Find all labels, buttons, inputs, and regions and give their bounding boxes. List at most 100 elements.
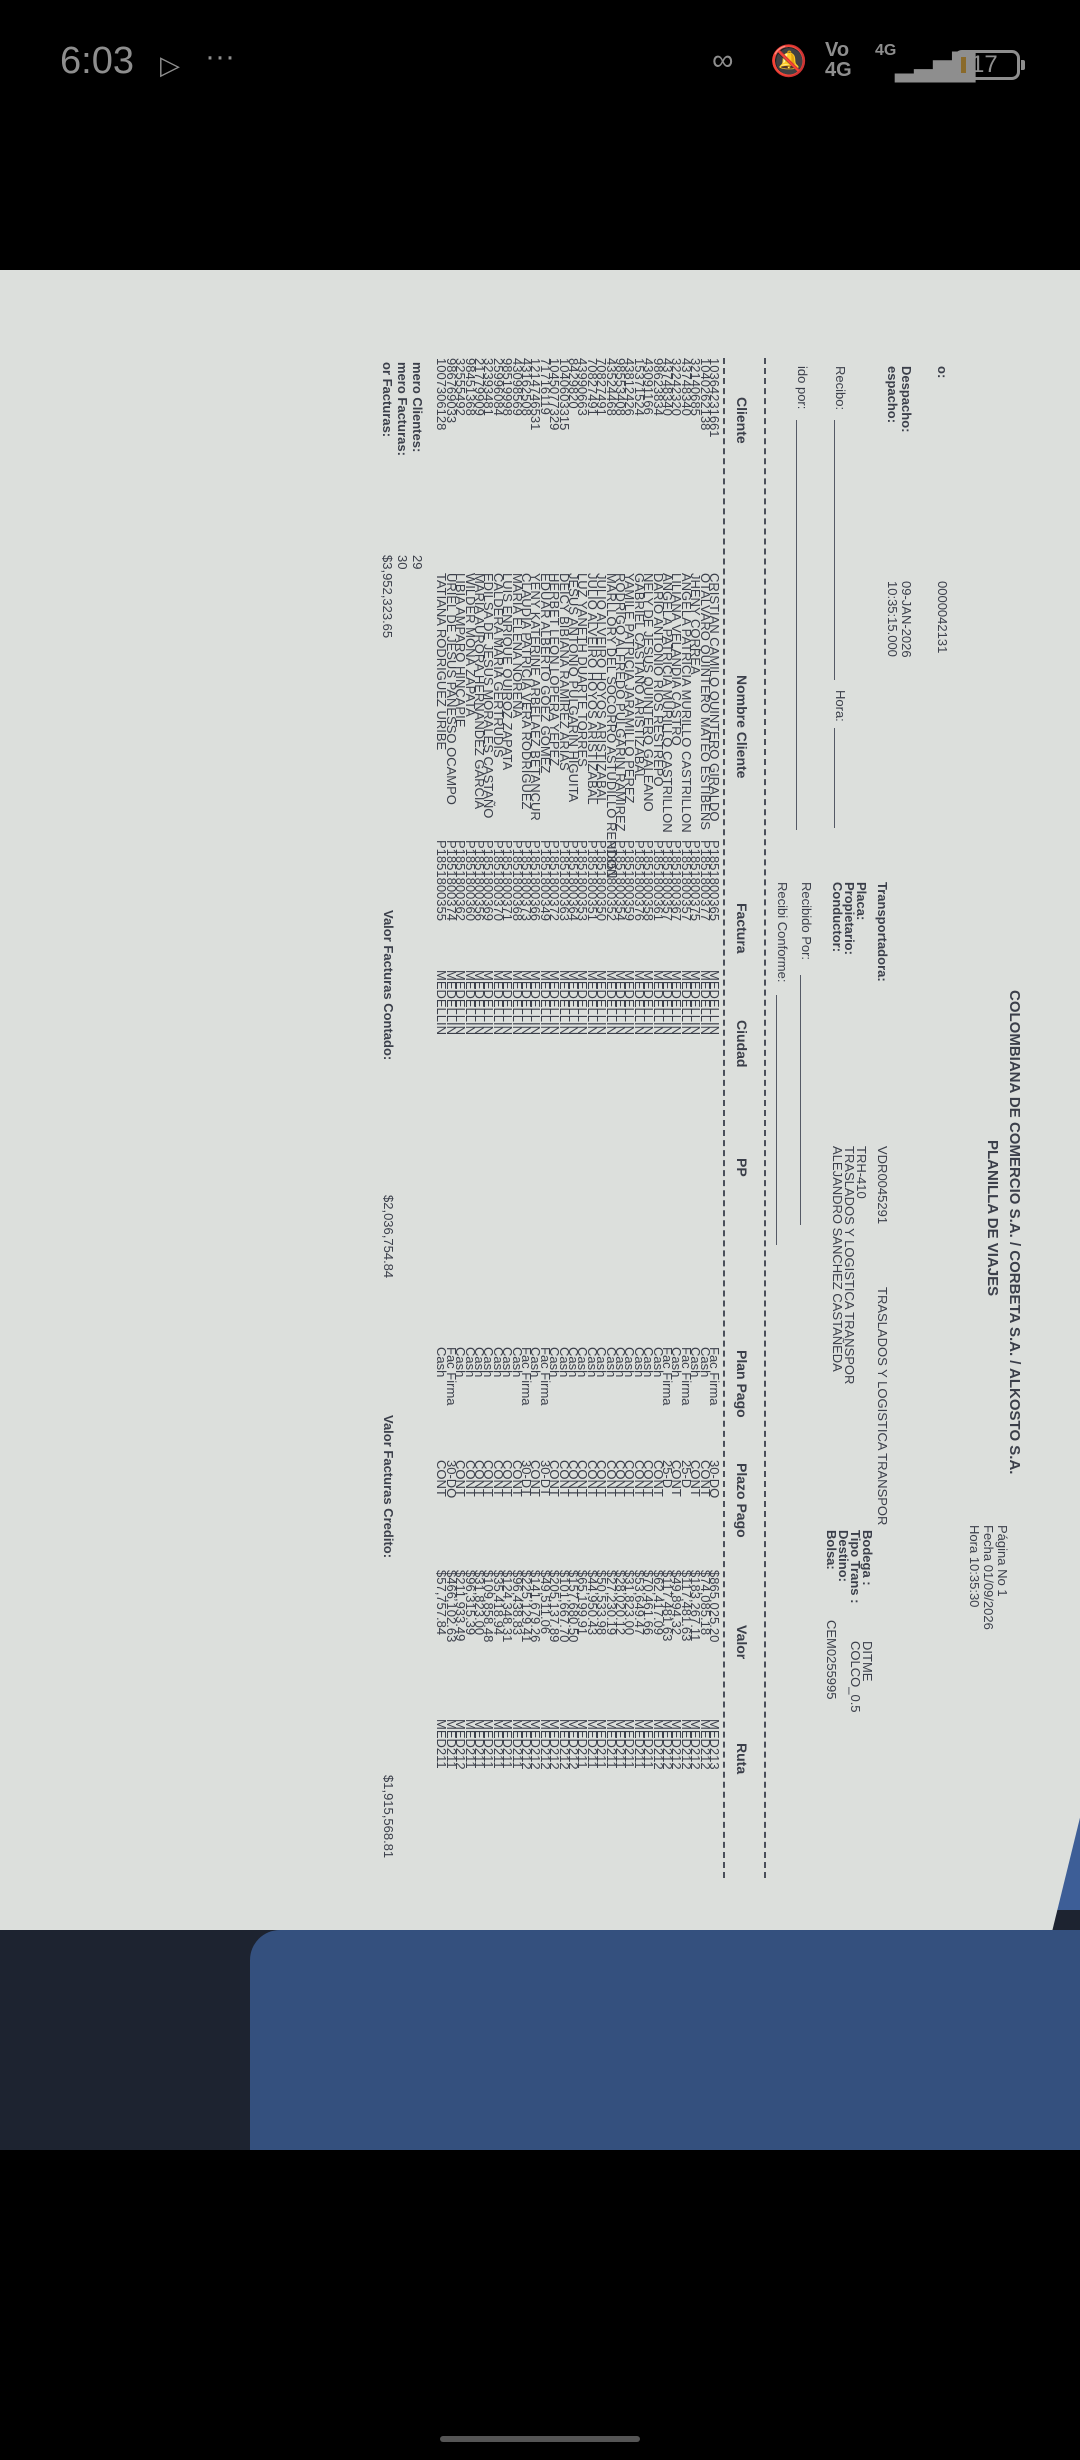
hora-field-label: Hora: (833, 690, 848, 722)
table-row: 98623834 DARIO ANTONIO RIOS RESTREPO P1851… (653, 270, 662, 1930)
table-row: 70827491 JULIO ALVEIRO HOYOS ARISTIZABAL P… (587, 270, 596, 1930)
table-top-divider (764, 358, 766, 1878)
column-header-ciudad: Ciudad (734, 1020, 750, 1068)
table-row: 98451368 WILDER MONA ZAPATA P1851800360 MED… (465, 270, 474, 1930)
conductor-label: Conductor: (830, 882, 845, 953)
table-row: 1045077329 HERBET LEON LOPERA YEPEZ P18518… (550, 270, 559, 1930)
hora-despacho-label: espacho: (885, 366, 900, 424)
clock: 6:03 (60, 40, 134, 82)
column-header-valor: Valor (734, 1625, 750, 1660)
table-row: 1040262138 OTALVARO QUINTERO MATEO ESTIBE… (700, 270, 709, 1930)
recibo-label: Recibo: (833, 366, 848, 411)
table-row: 32242320 LILIANA VELANDIA CASTRO P18518003… (672, 270, 681, 1930)
cell-ciudad: MEDELLIN (434, 970, 450, 1036)
recibi-conforme-label: Recibi Conforme: (775, 882, 790, 983)
table-row: 43748340 ANGELA PATRICIA MURILLO CASTRILL… (681, 270, 690, 1930)
transportadora-label: Transportadora: (875, 882, 890, 982)
table-row: 43524468 MARLLORY DEL SOCORRO ASTUDILLO R… (606, 270, 615, 1930)
table-header-divider (723, 358, 725, 1878)
volte-icon: Vo 4G (825, 39, 852, 81)
table-row: 21779909 MARIA AURORA HERNANDEZ GARCIA P18… (475, 270, 484, 1930)
cell-nombre-cliente: TATIANA RODRIGUEZ URIBE (434, 573, 450, 751)
recibo-signature-line (834, 420, 835, 680)
table-row: 1007306128 TATIANA RODRIGUEZ URIBE P185180… (437, 270, 446, 1930)
column-header-factura: Factura (734, 903, 750, 954)
table-row: 98553408 RODRIGO ALFREDO PULGARIN RAMIREZ… (616, 270, 625, 1930)
recibido-label: ido por: (795, 366, 810, 410)
bell-muted-icon: 🔕 (770, 45, 808, 78)
fecha-label: Fecha 01/09/2026 (981, 1525, 996, 1630)
column-header-plan-pago: Plan Pago (734, 1350, 750, 1418)
numero-label: o: (935, 366, 950, 379)
table-row: 8429820 JESUS ANTONIO PULGARIN HIGUITA P18… (569, 270, 578, 1930)
credito-label: Valor Facturas Credito: (381, 1415, 396, 1559)
bolsa-label: Bolsa: (824, 1530, 839, 1570)
tipo-trans-value: COLCO_0.5 (848, 1641, 863, 1713)
transportadora-code: VDR0045291 (875, 1146, 890, 1225)
table-row: 43091166 NELY DE JESUS QUINTERO GALEANO P1… (644, 270, 653, 1930)
table-row: 43812426 YAMILE PATRICIA JARAMILLO PEREZ P… (625, 270, 634, 1930)
planilla-document: COLOMBIANA DE COMERCIO S.A. / CORBETA S.… (0, 270, 1080, 1930)
cell-valor: $57,757.84 (434, 1570, 450, 1636)
table-row: 986769033 URIEL DE JESUS PANESSO OCAMPO P1… (446, 270, 455, 1930)
table-row: 70827491 JULIO ALVEIRO HOYOS ARISTIZABAL P… (597, 270, 606, 1930)
company-name: COLOMBIANA DE COMERCIO S.A. / CORBETA S.… (1006, 990, 1023, 1475)
table-row: 32555492 LIBIA AMPARO HINCAPIE P1851800362… (456, 270, 465, 1930)
numero-value: 0000042131 (935, 581, 950, 654)
cell-plan-pago: Cash (434, 1347, 450, 1378)
table-row: 43990663 LUZ YANETH DUARTE TORRES P1851800… (578, 270, 587, 1930)
total-clientes-label: mero Clientes: (410, 362, 425, 453)
page-number-label: Página No 1 (995, 1525, 1010, 1597)
table-row: 1214746531 YENY KATERINE ARBELAEZ BETANCU… (531, 270, 540, 1930)
column-header-ruta: Ruta (734, 1743, 750, 1775)
recibido-por-label: Recibido Por: (799, 882, 814, 961)
total-valor-label: or Facturas: (380, 362, 395, 438)
table-row: 43748340 ANGELA PATRICIA MURILLO CASTRILL… (663, 270, 672, 1930)
home-indicator[interactable] (440, 2436, 640, 2442)
credito-value: $1,915,568.81 (381, 1775, 396, 1859)
total-clientes-value: 29 (410, 555, 425, 570)
table-row: 10364231661 CRISTIAN CAMILO QUINTERO GIRA… (710, 270, 719, 1930)
total-valor-value: $3,952,323.65 (380, 555, 395, 639)
table-row: 71716119 EDUAR ALBERTO GOEZ GOMEZ P1851800… (540, 270, 549, 1930)
table-row: 1040603315 DEICY BIBIANA RAMIREZ ARIAS P18… (559, 270, 568, 1930)
table-row: 43162508 CLAUDIA PATRICIA VERA RODRIGUEZ P… (522, 270, 531, 1930)
table-row: 32140685 JHENY CORREA P1851800375 MEDELLIN C… (691, 270, 700, 1930)
cell-cliente: 1007306128 (434, 358, 450, 431)
hora-label: Hora 10:35:30 (967, 1525, 982, 1608)
recibido-por-line (800, 975, 801, 1225)
conductor-value: ALEJANDRO SANCHEZ CASTAÑEDA (830, 1146, 845, 1372)
column-header-nombre-cliente: Nombre Cliente (734, 675, 750, 779)
battery-level: 17 (971, 51, 998, 78)
table-row: 98519998 LUIS ENRIQUE QUIROZ ZAPATA P18518… (503, 270, 512, 1930)
table-row: 25996084 CALDERA MARIA GERTRUDIS P18518003… (493, 270, 502, 1930)
total-facturas-value: 30 (395, 555, 410, 570)
column-header-pp: PP (734, 1158, 750, 1177)
contado-value: $2,036,754.84 (381, 1195, 396, 1279)
more-dots-icon: ··· (205, 40, 235, 73)
column-header-cliente: Cliente (734, 397, 750, 444)
cell-plazo-pago: CONT (434, 1460, 450, 1497)
signal-icon: 4G (875, 42, 897, 59)
despacho-value: 09-JAN-2026 (899, 581, 914, 658)
column-header-plazo-pago: Plazo Pago (734, 1463, 750, 1538)
hora-signature-line (834, 728, 835, 828)
total-facturas-label: mero Facturas: (395, 362, 410, 456)
table-row: 32393481 EDILSA DE JESUS MORALES CASTAÑO P… (484, 270, 493, 1930)
recibi-conforme-line (776, 995, 777, 1245)
table-row: 15371524 GABRIEL CASTAÑO ARISTIZABAL P1851… (634, 270, 643, 1930)
seat-cushion (250, 1930, 1080, 2150)
bolsa-value: CEM0255995 (824, 1620, 839, 1700)
cell-ruta: MED211 (434, 1719, 450, 1769)
recibido-signature-line (796, 420, 797, 830)
link-icon: ∞ (712, 44, 734, 77)
contado-label: Valor Facturas Contado: (381, 910, 396, 1061)
battery-icon: 17 (954, 50, 1025, 80)
cell-factura: P1851800355 (434, 840, 450, 921)
status-bar: 6:03 ▷ ··· ∞ 🔕 Vo 4G 4G ▂▃▅▇ 17 (0, 0, 1080, 140)
hora-despacho-value: 10:35:15.000 (885, 581, 900, 657)
despacho-label: Despacho: (899, 366, 914, 433)
transportadora-name: TRASLADOS Y LOGISTICA TRANSPOR (875, 1287, 890, 1526)
table-row: 43098569 MARIA ELENA NOREÑA P1851800368 MED… (512, 270, 521, 1930)
document-title: PLANILLA DE VIAJES (984, 1140, 1001, 1297)
